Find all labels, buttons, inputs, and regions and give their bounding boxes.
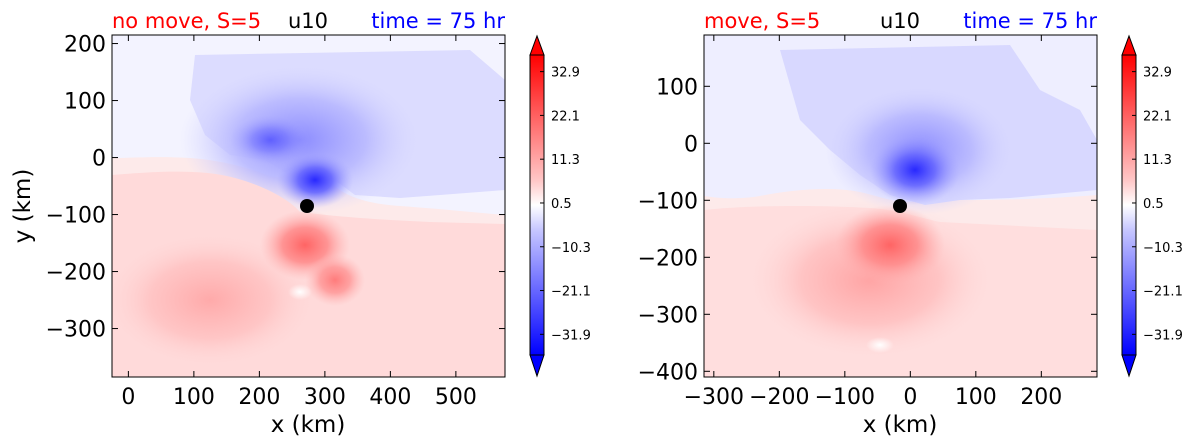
y-tick-label: 0 (92, 147, 106, 172)
colorbar-right: 32.9 22.1 11.3 0.5 −10.3 −21.1 −31.9 (1121, 34, 1183, 378)
colorbar-ticks: 32.9 22.1 11.3 0.5 −10.3 −21.1 −31.9 (540, 66, 591, 343)
y-tick-label: −200 (46, 261, 106, 286)
y-tick-label: −300 (638, 303, 698, 328)
y-tick-label: 0 (684, 132, 698, 157)
colorbar-ticks: 32.9 22.1 11.3 0.5 −10.3 −21.1 −31.9 (1132, 66, 1183, 343)
storm-center-marker (300, 199, 314, 213)
colorbar-tick-label: −21.1 (1143, 285, 1183, 300)
y-tick-label: 200 (64, 33, 106, 58)
colorbar-extend-bottom (1121, 354, 1137, 378)
colorbar-tick-label: −31.9 (1143, 328, 1183, 343)
x-tick-label: 0 (903, 385, 917, 410)
y-tick-label: 100 (656, 75, 698, 100)
colorbar-extend-bottom (529, 354, 545, 378)
panel-title-center: u10 (288, 9, 328, 33)
x-axis-ticks: 0 100 200 300 400 500 (121, 35, 477, 410)
colorbar-body (1121, 54, 1137, 356)
contour-field (112, 35, 505, 377)
panel-title-right: time = 75 hr (371, 9, 505, 33)
colorbar-tick-label: 11.3 (1143, 153, 1172, 168)
x-axis-label: x (km) (863, 412, 938, 438)
plot-frame (111, 34, 506, 378)
colorbar-body (529, 54, 545, 356)
panel-no-move: no move, S=5 u10 time = 75 hr 0 100 200 300… (10, 9, 506, 438)
panel-title-center: u10 (880, 9, 920, 33)
colorbar-tick-label: −21.1 (551, 285, 591, 300)
colorbar-tick-label: 11.3 (551, 153, 580, 168)
x-tick-label: 100 (173, 385, 215, 410)
x-tick-label: 200 (238, 385, 280, 410)
x-tick-label: −100 (815, 385, 875, 410)
panel-title-right: time = 75 hr (963, 9, 1097, 33)
y-axis-ticks: 200 100 0 −100 −200 −300 (46, 33, 505, 343)
colorbar-tick-label: 32.9 (1143, 66, 1172, 81)
x-tick-label: −200 (749, 385, 809, 410)
colorbar-extend-top (529, 34, 545, 56)
y-tick-label: −400 (638, 360, 698, 385)
contour-field (704, 35, 1097, 377)
x-axis-ticks: −300 −200 −100 0 100 200 (684, 35, 1062, 410)
x-tick-label: −300 (684, 385, 744, 410)
y-tick-label: 100 (64, 90, 106, 115)
storm-center-marker (893, 199, 907, 213)
x-axis-label: x (km) (271, 412, 346, 438)
x-tick-label: 100 (955, 385, 997, 410)
y-tick-label: −100 (46, 204, 106, 229)
colorbar-tick-label: 32.9 (551, 66, 580, 81)
colorbar-extend-top (1121, 34, 1137, 56)
x-tick-label: 0 (121, 385, 135, 410)
panel-move: move, S=5 u10 time = 75 hr −300 −200 −100 0… (638, 9, 1098, 438)
x-tick-label: 300 (304, 385, 346, 410)
y-tick-label: −300 (46, 318, 106, 343)
y-tick-label: −200 (638, 246, 698, 271)
colorbar-tick-label: −10.3 (551, 241, 591, 256)
plot-frame (703, 34, 1098, 378)
colorbar-tick-label: −10.3 (1143, 241, 1183, 256)
y-tick-label: −100 (638, 189, 698, 214)
colorbar-tick-label: 22.1 (1143, 109, 1172, 124)
colorbar-tick-label: 0.5 (551, 197, 572, 212)
colorbar-tick-label: −31.9 (551, 328, 591, 343)
x-tick-label: 200 (1020, 385, 1062, 410)
panel-title-left: move, S=5 (704, 9, 820, 33)
x-tick-label: 500 (435, 385, 477, 410)
colorbar-tick-label: 0.5 (1143, 197, 1164, 212)
colorbar-tick-label: 22.1 (551, 109, 580, 124)
colorbar-left: 32.9 22.1 11.3 0.5 −10.3 −21.1 −31.9 (529, 34, 591, 378)
panel-title-left: no move, S=5 (112, 9, 261, 33)
y-axis-label: y (km) (10, 169, 36, 244)
y-axis-ticks: 100 0 −100 −200 −300 −400 (638, 75, 1097, 385)
x-tick-label: 400 (369, 385, 411, 410)
